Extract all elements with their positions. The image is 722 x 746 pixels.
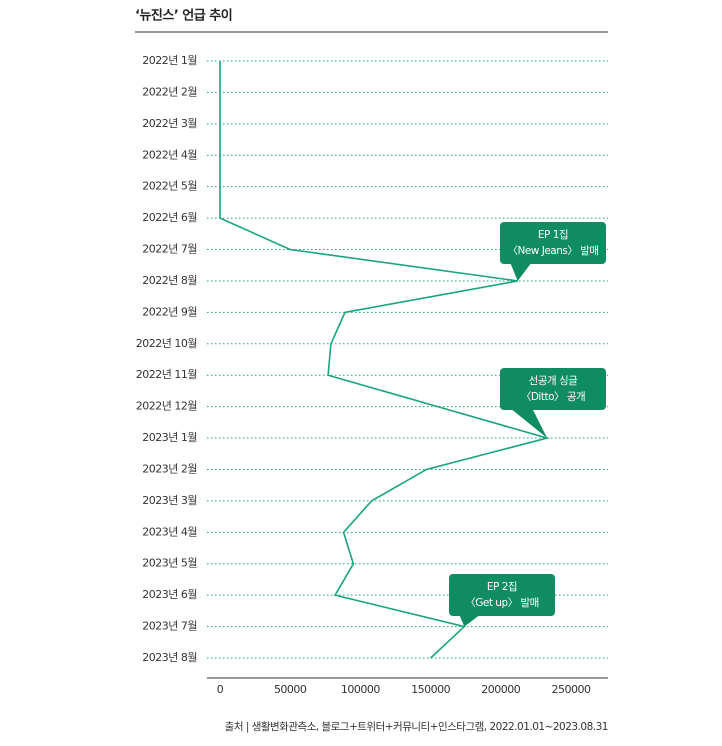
y-tick-label: 2023년 4월: [142, 525, 197, 538]
data-line: [219, 61, 551, 659]
y-tick-label: 2022년 6월: [142, 211, 197, 224]
y-tick-label: 2022년 5월: [142, 180, 197, 193]
x-tick-label: 150000: [411, 683, 450, 696]
y-tick-label: 2023년 8월: [142, 651, 197, 664]
annotation-text: 〈Get up〉 발매: [465, 597, 539, 609]
chart-title: ‘뉴진스’ 언급 추이: [135, 8, 232, 24]
y-tick-label: 2023년 6월: [142, 588, 197, 601]
y-tick-label: 2023년 1월: [142, 431, 197, 444]
y-tick-label: 2023년 5월: [142, 557, 197, 570]
y-tick-label: 2022년 7월: [142, 243, 197, 256]
y-tick-label: 2022년 2월: [142, 85, 197, 98]
annotation-text: EP 2집: [487, 581, 517, 593]
x-tick-label: 0: [217, 683, 224, 696]
y-tick-label: 2022년 11월: [136, 368, 198, 381]
y-tick-label: 2022년 8월: [142, 274, 197, 287]
y-tick-label: 2022년 1월: [142, 54, 197, 67]
x-tick-label: 100000: [341, 683, 380, 696]
y-tick-label: 2023년 7월: [142, 620, 197, 633]
y-tick-label: 2022년 10월: [136, 337, 198, 350]
annotation-text: 〈New Jeans〉 발매: [507, 245, 598, 257]
annotation-text: 〈Ditto〉 공개: [521, 391, 585, 403]
annotation-pointer: [510, 262, 532, 281]
y-tick-label: 2022년 9월: [142, 305, 197, 318]
y-tick-label: 2023년 2월: [142, 462, 197, 475]
x-tick-label: 200000: [481, 683, 520, 696]
annotation-box: [500, 368, 606, 410]
annotation-text: 선공개 싱글: [529, 375, 578, 387]
annotation-pointer: [510, 408, 548, 439]
y-tick-label: 2022년 4월: [142, 148, 197, 161]
y-tick-label: 2023년 3월: [142, 494, 197, 507]
annotation-box: [500, 222, 606, 264]
y-tick-label: 2022년 3월: [142, 117, 197, 130]
annotation-pointer: [459, 614, 481, 627]
x-tick-label: 50000: [274, 683, 307, 696]
y-tick-label: 2022년 12월: [136, 400, 198, 413]
x-tick-label: 250000: [552, 683, 591, 696]
annotation-text: EP 1집: [538, 229, 568, 241]
source: 출처 | 생활변화관측소, 블로그+트위터+커뮤니티+인스타그램, 2022.0…: [225, 720, 608, 733]
annotation-box: [449, 574, 555, 616]
